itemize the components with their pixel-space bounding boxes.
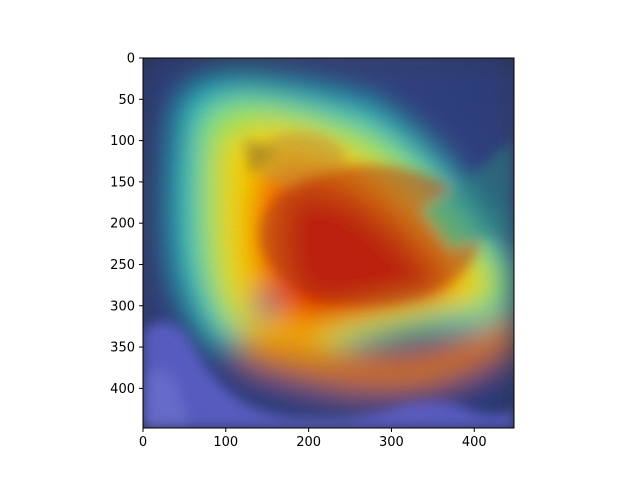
y-tick-label: 0 [127,52,135,67]
axes-frame [142,57,515,429]
y-tick-label: 150 [110,175,135,190]
y-tick-label: 200 [110,217,135,232]
x-tick-label: 400 [462,435,487,450]
x-tick-label: 300 [379,435,404,450]
y-tick-label: 350 [110,341,135,356]
y-tick-label: 250 [110,258,135,273]
y-tick-label: 50 [118,93,135,108]
plot-area [143,58,514,428]
x-axis: 0 100 200 300 400 [139,428,487,450]
x-tick-label: 0 [139,435,147,450]
y-tick-label: 100 [110,134,135,149]
y-axis: 0 50 100 150 200 250 300 350 400 [110,52,143,397]
x-tick-label: 200 [296,435,321,450]
y-tick-label: 300 [110,299,135,314]
y-tick-label: 400 [110,382,135,397]
x-tick-label: 100 [213,435,238,450]
